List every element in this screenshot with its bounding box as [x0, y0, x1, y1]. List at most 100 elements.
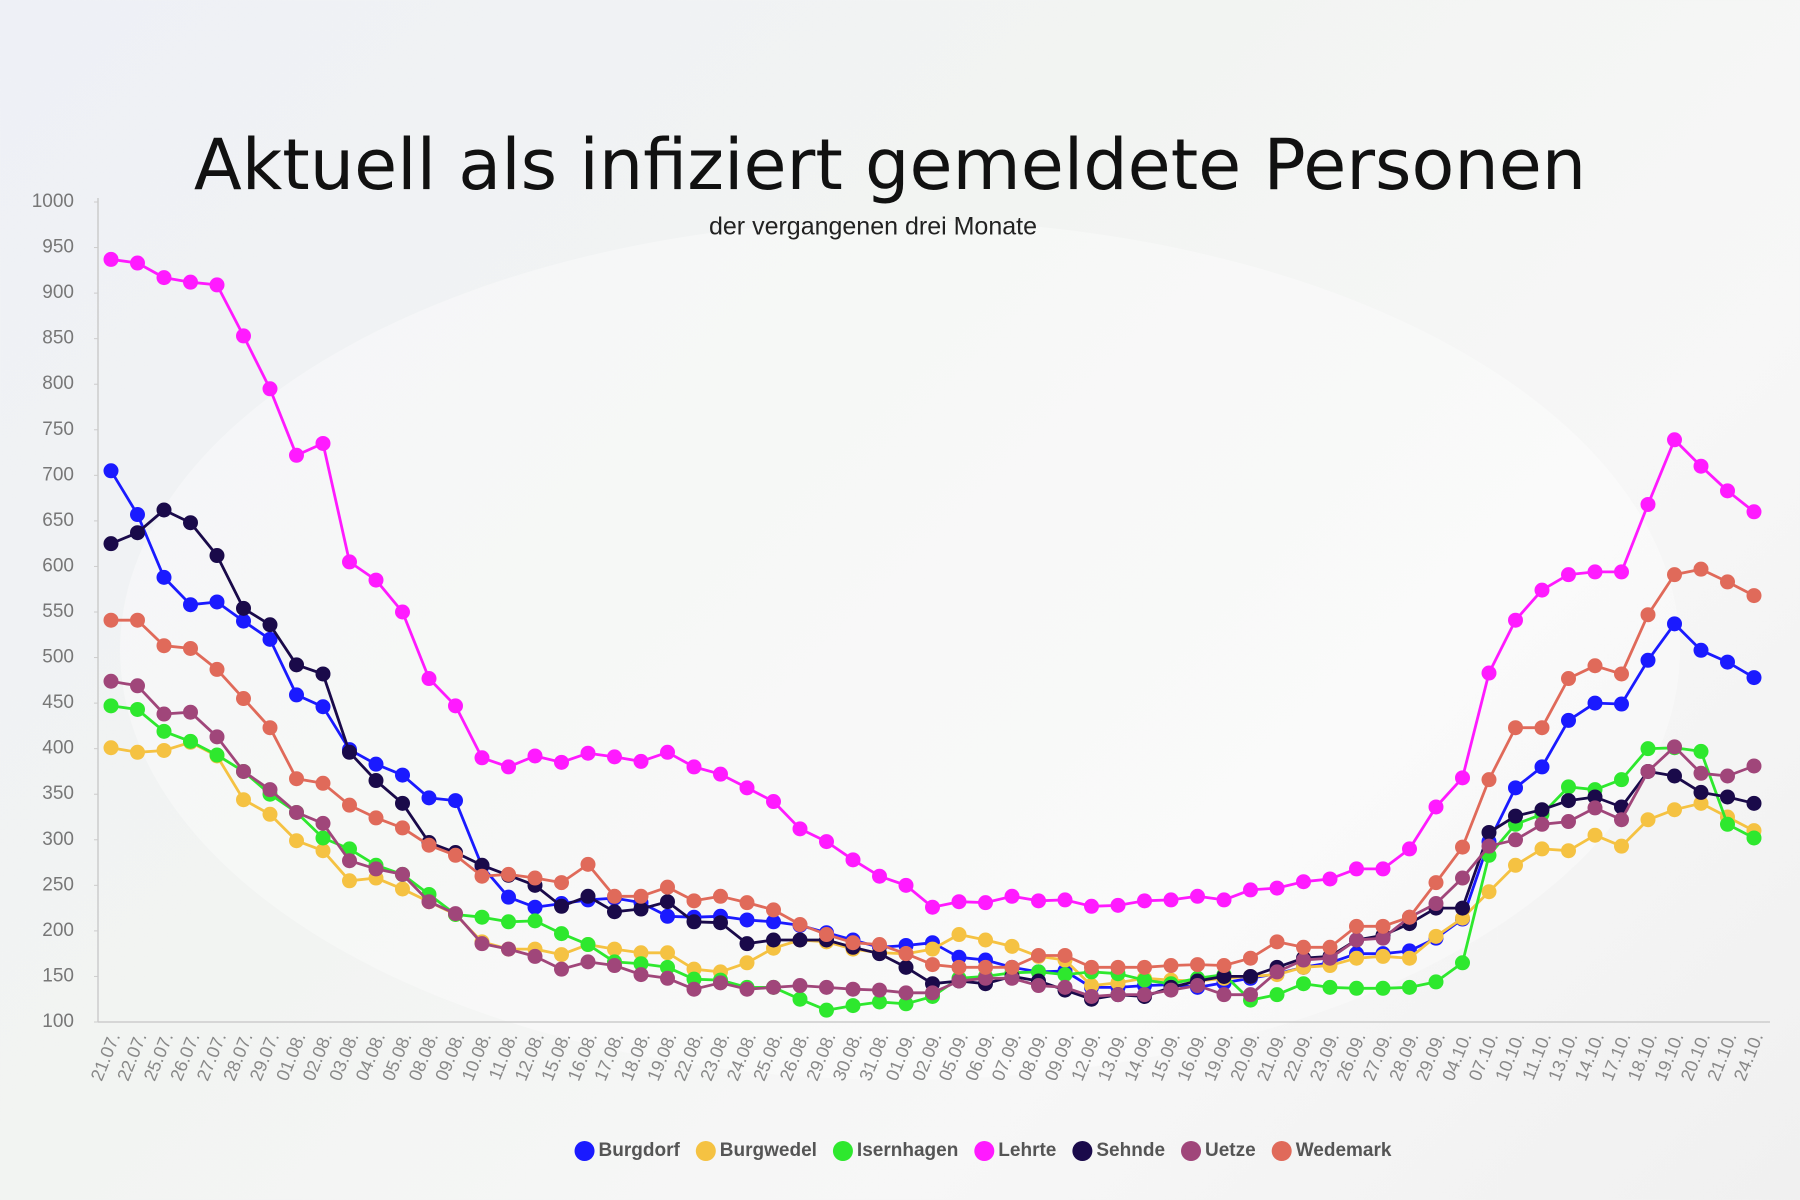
legend-marker — [574, 1141, 595, 1161]
point — [739, 955, 755, 971]
point — [1720, 574, 1735, 590]
point — [1243, 950, 1258, 966]
point — [898, 946, 914, 962]
point — [527, 870, 543, 886]
point — [1614, 666, 1629, 682]
point — [766, 979, 781, 995]
point — [1057, 947, 1073, 963]
point — [792, 978, 808, 994]
point — [130, 255, 145, 271]
point — [209, 277, 225, 293]
point — [156, 569, 172, 585]
point — [713, 915, 728, 931]
point — [262, 806, 278, 822]
point — [1057, 967, 1073, 983]
point — [1428, 974, 1444, 990]
point — [686, 759, 702, 775]
point — [156, 502, 172, 518]
y-tick-label: 100 — [42, 1011, 74, 1032]
point — [1375, 918, 1391, 934]
legend-label: Lehrte — [998, 1140, 1056, 1161]
point — [1084, 959, 1099, 975]
point — [1640, 607, 1656, 623]
y-tick-label: 700 — [42, 464, 74, 485]
point — [395, 881, 410, 897]
point — [1614, 564, 1629, 580]
point — [766, 932, 781, 948]
point — [209, 729, 225, 745]
point — [501, 914, 516, 930]
y-tick-label: 850 — [42, 328, 74, 349]
point — [156, 270, 172, 286]
point — [1508, 780, 1523, 796]
point — [1481, 772, 1497, 788]
point — [236, 613, 251, 629]
point — [501, 941, 516, 957]
legend-item: Sehnde — [1072, 1140, 1165, 1161]
point — [289, 771, 304, 787]
point — [1031, 893, 1046, 909]
point — [1508, 720, 1523, 736]
point — [766, 902, 781, 918]
point — [951, 973, 967, 989]
y-tick-label: 550 — [42, 601, 74, 622]
point — [368, 810, 384, 826]
point — [1243, 968, 1258, 984]
point — [130, 525, 145, 541]
point — [607, 941, 622, 957]
point — [209, 594, 225, 610]
point — [1322, 979, 1338, 995]
point — [1402, 841, 1417, 857]
point — [819, 834, 834, 850]
point — [1481, 824, 1497, 840]
point — [130, 612, 145, 628]
point — [448, 906, 463, 922]
point — [1004, 938, 1020, 954]
point — [978, 970, 993, 986]
point — [448, 698, 463, 714]
point — [1216, 987, 1232, 1003]
series — [103, 673, 1762, 1004]
point — [1322, 950, 1338, 966]
point — [1614, 772, 1629, 788]
y-tick-label: 400 — [42, 738, 74, 759]
legend-label: Burgwedel — [720, 1140, 817, 1161]
point — [342, 554, 357, 570]
point — [1534, 816, 1550, 832]
point — [368, 861, 384, 877]
point — [1296, 939, 1311, 955]
point — [1534, 582, 1550, 598]
series — [103, 251, 1762, 915]
point — [421, 894, 437, 910]
point — [1720, 816, 1735, 832]
point — [130, 678, 145, 694]
point — [1561, 712, 1576, 728]
point — [633, 967, 649, 983]
point — [1587, 564, 1603, 580]
point — [209, 661, 225, 677]
point — [156, 638, 172, 654]
point — [1269, 987, 1285, 1003]
point — [554, 961, 569, 977]
point — [1746, 830, 1762, 846]
point — [792, 932, 808, 948]
point — [739, 936, 755, 952]
point — [501, 866, 516, 882]
y-tick-label: 900 — [42, 282, 74, 303]
point — [156, 723, 172, 739]
legend-marker — [695, 1141, 716, 1161]
point — [660, 894, 675, 910]
point — [1508, 808, 1523, 824]
point — [845, 981, 861, 997]
point — [1534, 841, 1550, 857]
point — [978, 959, 993, 975]
point — [713, 766, 728, 782]
point — [183, 704, 198, 720]
point — [395, 795, 410, 811]
point — [1428, 875, 1444, 891]
point — [819, 927, 834, 943]
point — [262, 617, 278, 633]
point — [395, 604, 410, 620]
point — [183, 274, 198, 290]
